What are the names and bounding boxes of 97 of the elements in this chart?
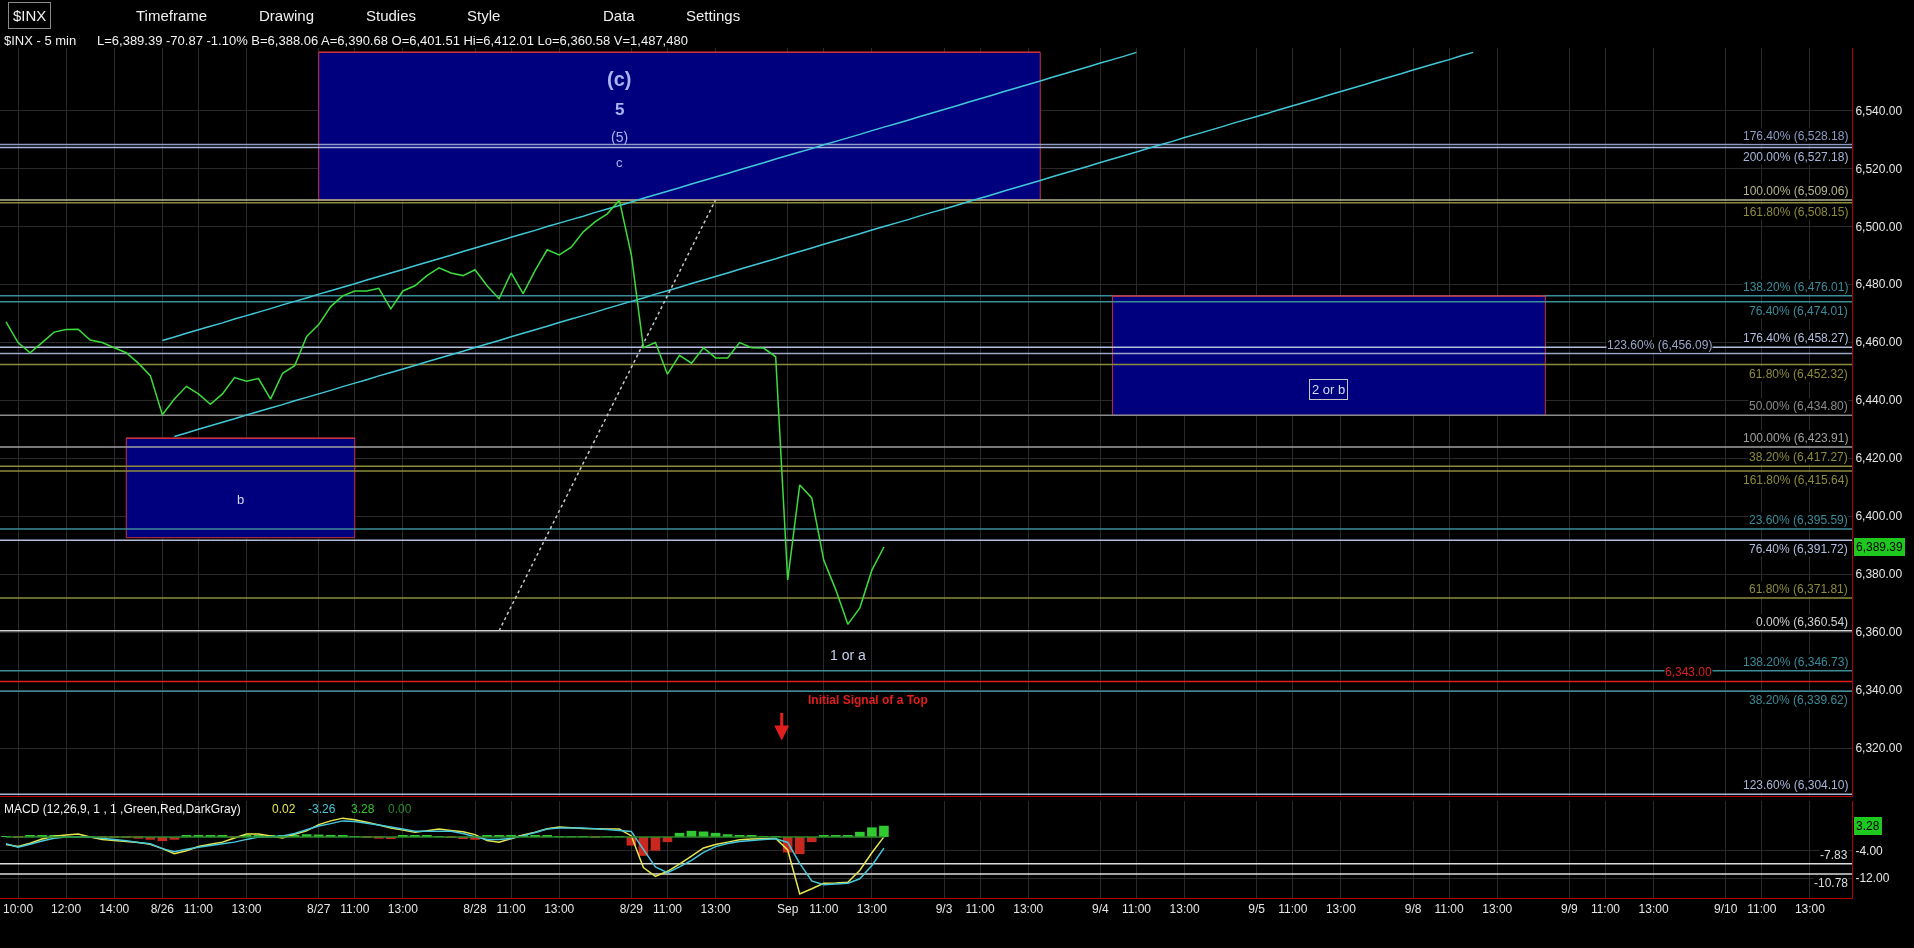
- x-tick-label: 11:00: [1278, 902, 1308, 917]
- ref-line-label: 76.40% (6,474.01): [1749, 304, 1848, 318]
- y-tick-label: 6,520.00: [1855, 161, 1903, 176]
- y-tick-label: -12.00: [1855, 871, 1890, 886]
- x-tick-label: 13:00: [1638, 902, 1669, 917]
- y-tick-label: 6,440.00: [1855, 393, 1903, 408]
- x-tick-label: 8/27: [307, 902, 331, 917]
- x-tick-label: 13:00: [700, 902, 731, 917]
- text: Settings: [686, 7, 741, 24]
- x-tick-label: 14:00: [99, 902, 130, 917]
- annotation: b: [237, 492, 245, 507]
- x-tick-label: 13:00: [387, 902, 419, 917]
- annotation: c: [616, 155, 623, 170]
- y-tick-label: 6,320.00: [1855, 741, 1903, 756]
- ref-line-label: 100.00% (6,423.91): [1743, 431, 1849, 445]
- x-tick-label: 13:00: [856, 902, 888, 917]
- ref-line-label: 100.00% (6,509.06): [1743, 184, 1849, 198]
- y-tick-label: 6,540.00: [1855, 103, 1903, 118]
- chart-title: $INX - 5 min: [4, 33, 77, 48]
- ref-line-label: 38.20% (6,339.62): [1749, 693, 1848, 707]
- x-tick-label: 11:00: [340, 902, 370, 917]
- series-label: -3.26: [308, 802, 336, 816]
- series-label: 3.28: [351, 802, 375, 816]
- ref-line-label: 23.60% (6,395.59): [1749, 513, 1848, 527]
- series-label: 0.00: [388, 802, 412, 816]
- y-tick-label: 6,360.00: [1855, 625, 1903, 640]
- x-tick-label: 9/8: [1404, 902, 1422, 917]
- text: Style: [467, 7, 501, 24]
- series-label: 0.02: [272, 802, 296, 816]
- ref-line-label: 123.60% (6,304.10): [1743, 778, 1849, 792]
- annotation: 5: [615, 100, 625, 119]
- annotation: Initial Signal of a Top: [808, 693, 928, 707]
- ref-line-label: 61.80% (6,452.32): [1749, 367, 1848, 381]
- x-tick-label: 9/10: [1714, 902, 1738, 917]
- x-tick-label: 11:00: [1121, 902, 1152, 917]
- x-tick-label: 11:00: [1747, 902, 1777, 917]
- text: Timeframe: [136, 7, 208, 24]
- x-tick-label: 8/28: [463, 902, 488, 917]
- x-tick-label: 11:00: [1590, 902, 1621, 917]
- y-tick-label: 6,500.00: [1855, 219, 1903, 234]
- x-tick-label: 9/9: [1561, 902, 1579, 917]
- x-tick-label: 13:00: [544, 902, 575, 917]
- x-tick-label: 11:00: [965, 902, 996, 917]
- x-tick-label: 11:00: [183, 902, 214, 917]
- x-tick-label: 9/3: [935, 902, 953, 917]
- x-tick-label: 11:00: [652, 902, 683, 917]
- ref-line-label: 6,343.00: [1665, 665, 1713, 679]
- x-tick-label: 11:00: [809, 902, 839, 917]
- x-tick-label: 8/29: [619, 902, 644, 917]
- annotation: (5): [611, 129, 629, 145]
- ref-line-label: -10.78: [1814, 876, 1849, 890]
- ref-line-label: 200.00% (6,527.18): [1743, 150, 1849, 164]
- ref-line-label: 38.20% (6,417.27): [1749, 450, 1848, 464]
- x-tick-label: 13:00: [1169, 902, 1200, 917]
- text: Data: [603, 7, 636, 24]
- annotation: 1 or a: [830, 647, 867, 663]
- chart-title: MACD (12,26,9, 1 , 1 ,Green,Red,DarkGray): [4, 802, 241, 816]
- text: Drawing: [259, 7, 315, 24]
- x-tick-label: 11:00: [1434, 902, 1465, 917]
- ref-line-label: 176.40% (6,528.18): [1743, 129, 1849, 143]
- y-tick-label: 6,480.00: [1855, 277, 1903, 292]
- ref-line-label: 123.60% (6,456.09): [1607, 338, 1713, 352]
- ref-line-label: 0.00% (6,360.54): [1756, 615, 1849, 629]
- ref-line-label: 161.80% (6,508.15): [1743, 205, 1849, 219]
- y-tick-label: 6,420.00: [1855, 451, 1903, 466]
- x-tick-label: 13:00: [231, 902, 262, 917]
- x-tick-label: 9/5: [1248, 902, 1266, 917]
- ref-line-label: 176.40% (6,458.27): [1743, 331, 1849, 345]
- text: Studies: [366, 7, 417, 24]
- y-tick-label: 6,380.00: [1855, 567, 1903, 582]
- x-tick-label: 13:00: [1013, 902, 1044, 917]
- ref-line-label: 76.40% (6,391.72): [1749, 542, 1848, 556]
- text: 6,389.39: [1856, 540, 1904, 554]
- annotation: 2 or b: [1312, 382, 1346, 397]
- ref-line-label: 50.00% (6,434.80): [1749, 399, 1848, 413]
- x-tick-label: 12:00: [51, 902, 82, 917]
- annotation: (c): [607, 68, 632, 90]
- x-tick-label: 13:00: [1325, 902, 1357, 917]
- y-tick-label: 6,460.00: [1855, 335, 1903, 350]
- text: $INX: [13, 7, 47, 24]
- y-tick-label: 6,340.00: [1855, 683, 1903, 698]
- x-tick-label: 13:00: [1794, 902, 1826, 917]
- y-tick-label: 6,400.00: [1855, 509, 1903, 524]
- x-tick-label: Sep: [777, 902, 799, 917]
- x-tick-label: 9/4: [1092, 902, 1110, 917]
- chart-subtitle: L=6,389.39 -70.87 -1.10% B=6,388.06 A=6,390.68 O=6,401.51 Hi=6,412.01 Lo=6,360.58 V=1,487,480: [97, 33, 688, 48]
- y-tick-label: -4.00: [1855, 843, 1884, 858]
- ref-line-label: 161.80% (6,415.64): [1743, 473, 1849, 487]
- ref-line-label: 138.20% (6,346.73): [1743, 655, 1849, 669]
- x-tick-label: 10:00: [3, 902, 34, 917]
- x-tick-label: 13:00: [1482, 902, 1513, 917]
- ref-line-label: 138.20% (6,476.01): [1743, 280, 1849, 294]
- x-tick-label: 8/26: [150, 902, 175, 917]
- annotation: 3.28: [1856, 819, 1880, 833]
- ref-line-label: 61.80% (6,371.81): [1749, 582, 1848, 596]
- x-tick-label: 11:00: [496, 902, 526, 917]
- ref-line-label: -7.83: [1820, 848, 1848, 862]
